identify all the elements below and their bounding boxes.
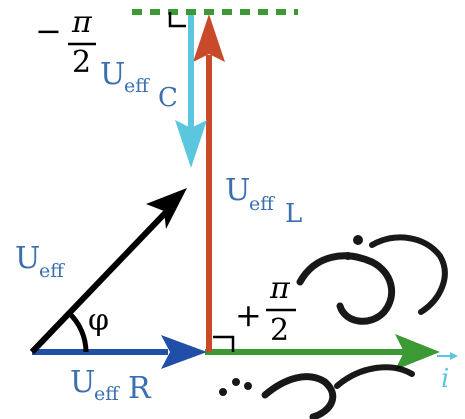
minus-pi-over-2-numerator: π: [71, 5, 93, 40]
phi-angle-arc: [67, 311, 89, 353]
minus-pi-over-2-sign: −: [35, 12, 62, 50]
u-eff-arrowhead: [146, 188, 187, 229]
u-eff-label: U eff: [15, 241, 65, 282]
u-eff-vector: [29, 205, 173, 355]
u-eff-r-arrowhead: [161, 335, 207, 369]
u-eff-r-label: U eff R: [70, 365, 152, 406]
right-angle-icon: [213, 335, 235, 352]
watermark-glyph: [219, 234, 448, 419]
current-axis-arrowhead: [395, 334, 440, 370]
u-eff-c-label: U eff C: [100, 57, 178, 113]
plus-pi-over-2-numerator: π: [269, 271, 291, 306]
u-eff-c-arrowhead: [175, 120, 207, 168]
plus-pi-over-2-sign: +: [235, 296, 262, 334]
current-axis-label: i: [441, 364, 449, 394]
phi-label: φ: [88, 303, 109, 338]
right-angle-icon: [168, 12, 186, 28]
u-eff-l-label: U eff L: [225, 173, 302, 229]
current-axis-label-vector-arrowhead: [450, 352, 458, 360]
minus-pi-over-2-denominator: 2: [72, 45, 91, 80]
plus-pi-over-2-denominator: 2: [270, 313, 289, 348]
u-eff-l-arrowhead: [193, 14, 225, 62]
